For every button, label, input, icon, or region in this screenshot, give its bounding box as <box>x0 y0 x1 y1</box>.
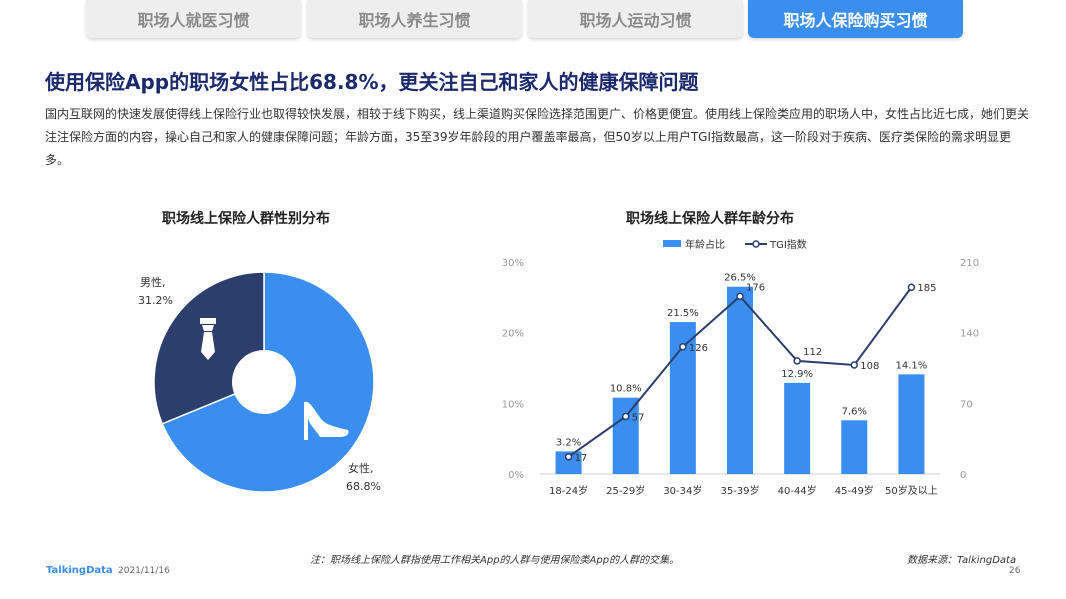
pie-chart-title: 职场线上保险人群性别分布 <box>162 211 330 227</box>
tgi-value-label: 57 <box>632 412 645 423</box>
bar-value-label: 3.2% <box>556 437 581 448</box>
bar-chart-title: 职场线上保险人群年龄分布 <box>626 211 794 227</box>
bar <box>841 420 868 474</box>
male-value: 31.2% <box>138 294 173 307</box>
female-label: 女性, <box>348 461 374 475</box>
x-tick-label: 40-44岁 <box>778 484 817 497</box>
y-right-tick-label: 0 <box>960 470 966 481</box>
y-right-tick-label: 70 <box>960 399 973 410</box>
legend-bar-swatch <box>663 240 681 247</box>
x-tick-label: 25-29岁 <box>606 484 645 497</box>
bar <box>612 397 639 474</box>
page-title: 使用保险App的职场女性占比68.8%，更关注自己和家人的健康保障问题 <box>45 70 699 94</box>
female-value: 68.8% <box>346 480 381 493</box>
bar <box>784 382 811 474</box>
high-heel-icon <box>304 401 349 440</box>
x-tick-label: 30-34岁 <box>663 484 702 497</box>
tab-health-habits[interactable]: 职场人养生习惯 <box>307 0 522 38</box>
x-tick-label: 45-49岁 <box>835 484 874 497</box>
tgi-point <box>907 283 916 291</box>
age-distribution-chart: 年龄占比 TGI指数 0% 10% 20% 30% 0 70 140 210 3.2% 18-24… <box>502 238 979 497</box>
data-source: 数据来源：TalkingData <box>907 555 1017 566</box>
gender-donut-chart: 男性, 31.2% 女性, 68.8% <box>138 271 381 493</box>
x-tick-label: 35-39岁 <box>720 484 759 497</box>
bar <box>727 286 753 474</box>
male-label: 男性, <box>140 275 166 289</box>
bar-value-label: 12.9% <box>781 369 813 380</box>
tgi-point <box>679 343 687 351</box>
y-left-tick-label: 10% <box>502 399 524 410</box>
x-tick-label: 18-24岁 <box>549 484 588 497</box>
necktie-icon <box>200 318 216 360</box>
y-left-tick-label: 20% <box>502 329 524 340</box>
tgi-point <box>793 357 801 365</box>
tab-exercise-habits[interactable]: 职场人运动习惯 <box>528 0 743 38</box>
legend-bar-label: 年龄占比 <box>685 238 725 251</box>
bar-value-label: 7.6% <box>842 406 867 417</box>
chart-legend: 年龄占比 TGI指数 <box>663 238 807 251</box>
bar-value-label: 14.1% <box>896 360 928 371</box>
footer-date: 2021/11/16 <box>118 566 170 576</box>
description-text: 国内互联网的快速发展使得线上保险行业也取得较快发展，相较于线下购买，线上渠道购买… <box>45 107 1030 167</box>
x-tick-label: 50岁及以上 <box>885 484 938 497</box>
footnote: 注：职场线上保险人群指使用工作相关App的人群与使用保险类App的人群的交集。 <box>310 555 680 566</box>
tab-bar: 职场人就医习惯 职场人养生习惯 职场人运动习惯 职场人保险购买习惯 <box>86 0 966 40</box>
tgi-value-label: 185 <box>917 283 936 294</box>
brand-logo: TalkingData <box>46 565 113 576</box>
bar <box>555 451 582 474</box>
y-left-tick-label: 30% <box>502 258 524 269</box>
tgi-value-label: 112 <box>803 347 822 358</box>
bar <box>898 374 925 474</box>
tgi-point <box>850 361 859 369</box>
tab-medical-habits[interactable]: 职场人就医习惯 <box>86 0 301 38</box>
donut-hole <box>232 350 296 414</box>
bar-value-label: 21.5% <box>667 308 699 319</box>
y-right-tick-label: 140 <box>960 329 979 340</box>
tgi-value-label: 108 <box>860 361 879 372</box>
tgi-value-label: 17 <box>575 453 588 464</box>
bar-value-label: 26.5% <box>724 273 756 284</box>
tgi-point <box>736 292 744 301</box>
legend-line-marker <box>752 240 760 248</box>
tgi-value-label: 126 <box>689 343 708 354</box>
legend-line-label: TGI指数 <box>769 238 807 251</box>
bar-value-label: 10.8% <box>610 384 642 395</box>
tab-insurance-habits[interactable]: 职场人保险购买习惯 <box>748 0 963 38</box>
tgi-point <box>564 453 573 461</box>
page-number: 26 <box>1009 566 1021 576</box>
y-right-tick-label: 210 <box>960 258 979 269</box>
y-left-tick-label: 0% <box>508 470 524 481</box>
tgi-value-label: 176 <box>746 282 765 293</box>
tgi-point <box>621 412 630 421</box>
